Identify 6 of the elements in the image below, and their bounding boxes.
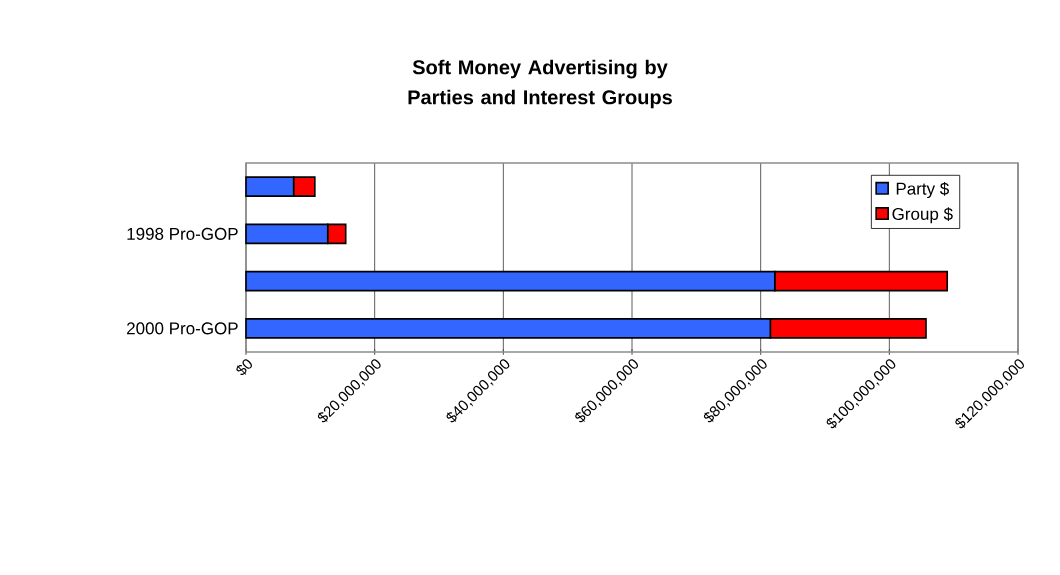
legend-label: Group $ — [892, 207, 953, 224]
y-tick-label: 1998 Pro-GOP — [127, 227, 238, 240]
chart-title: Soft Money Advertising by Parties and Interest Groups — [408, 59, 672, 109]
legend-label: Party $ — [896, 181, 949, 199]
x-tick-label: $0 — [236, 359, 252, 376]
y-tick-label: 2000 Pro-GOP — [127, 322, 238, 335]
